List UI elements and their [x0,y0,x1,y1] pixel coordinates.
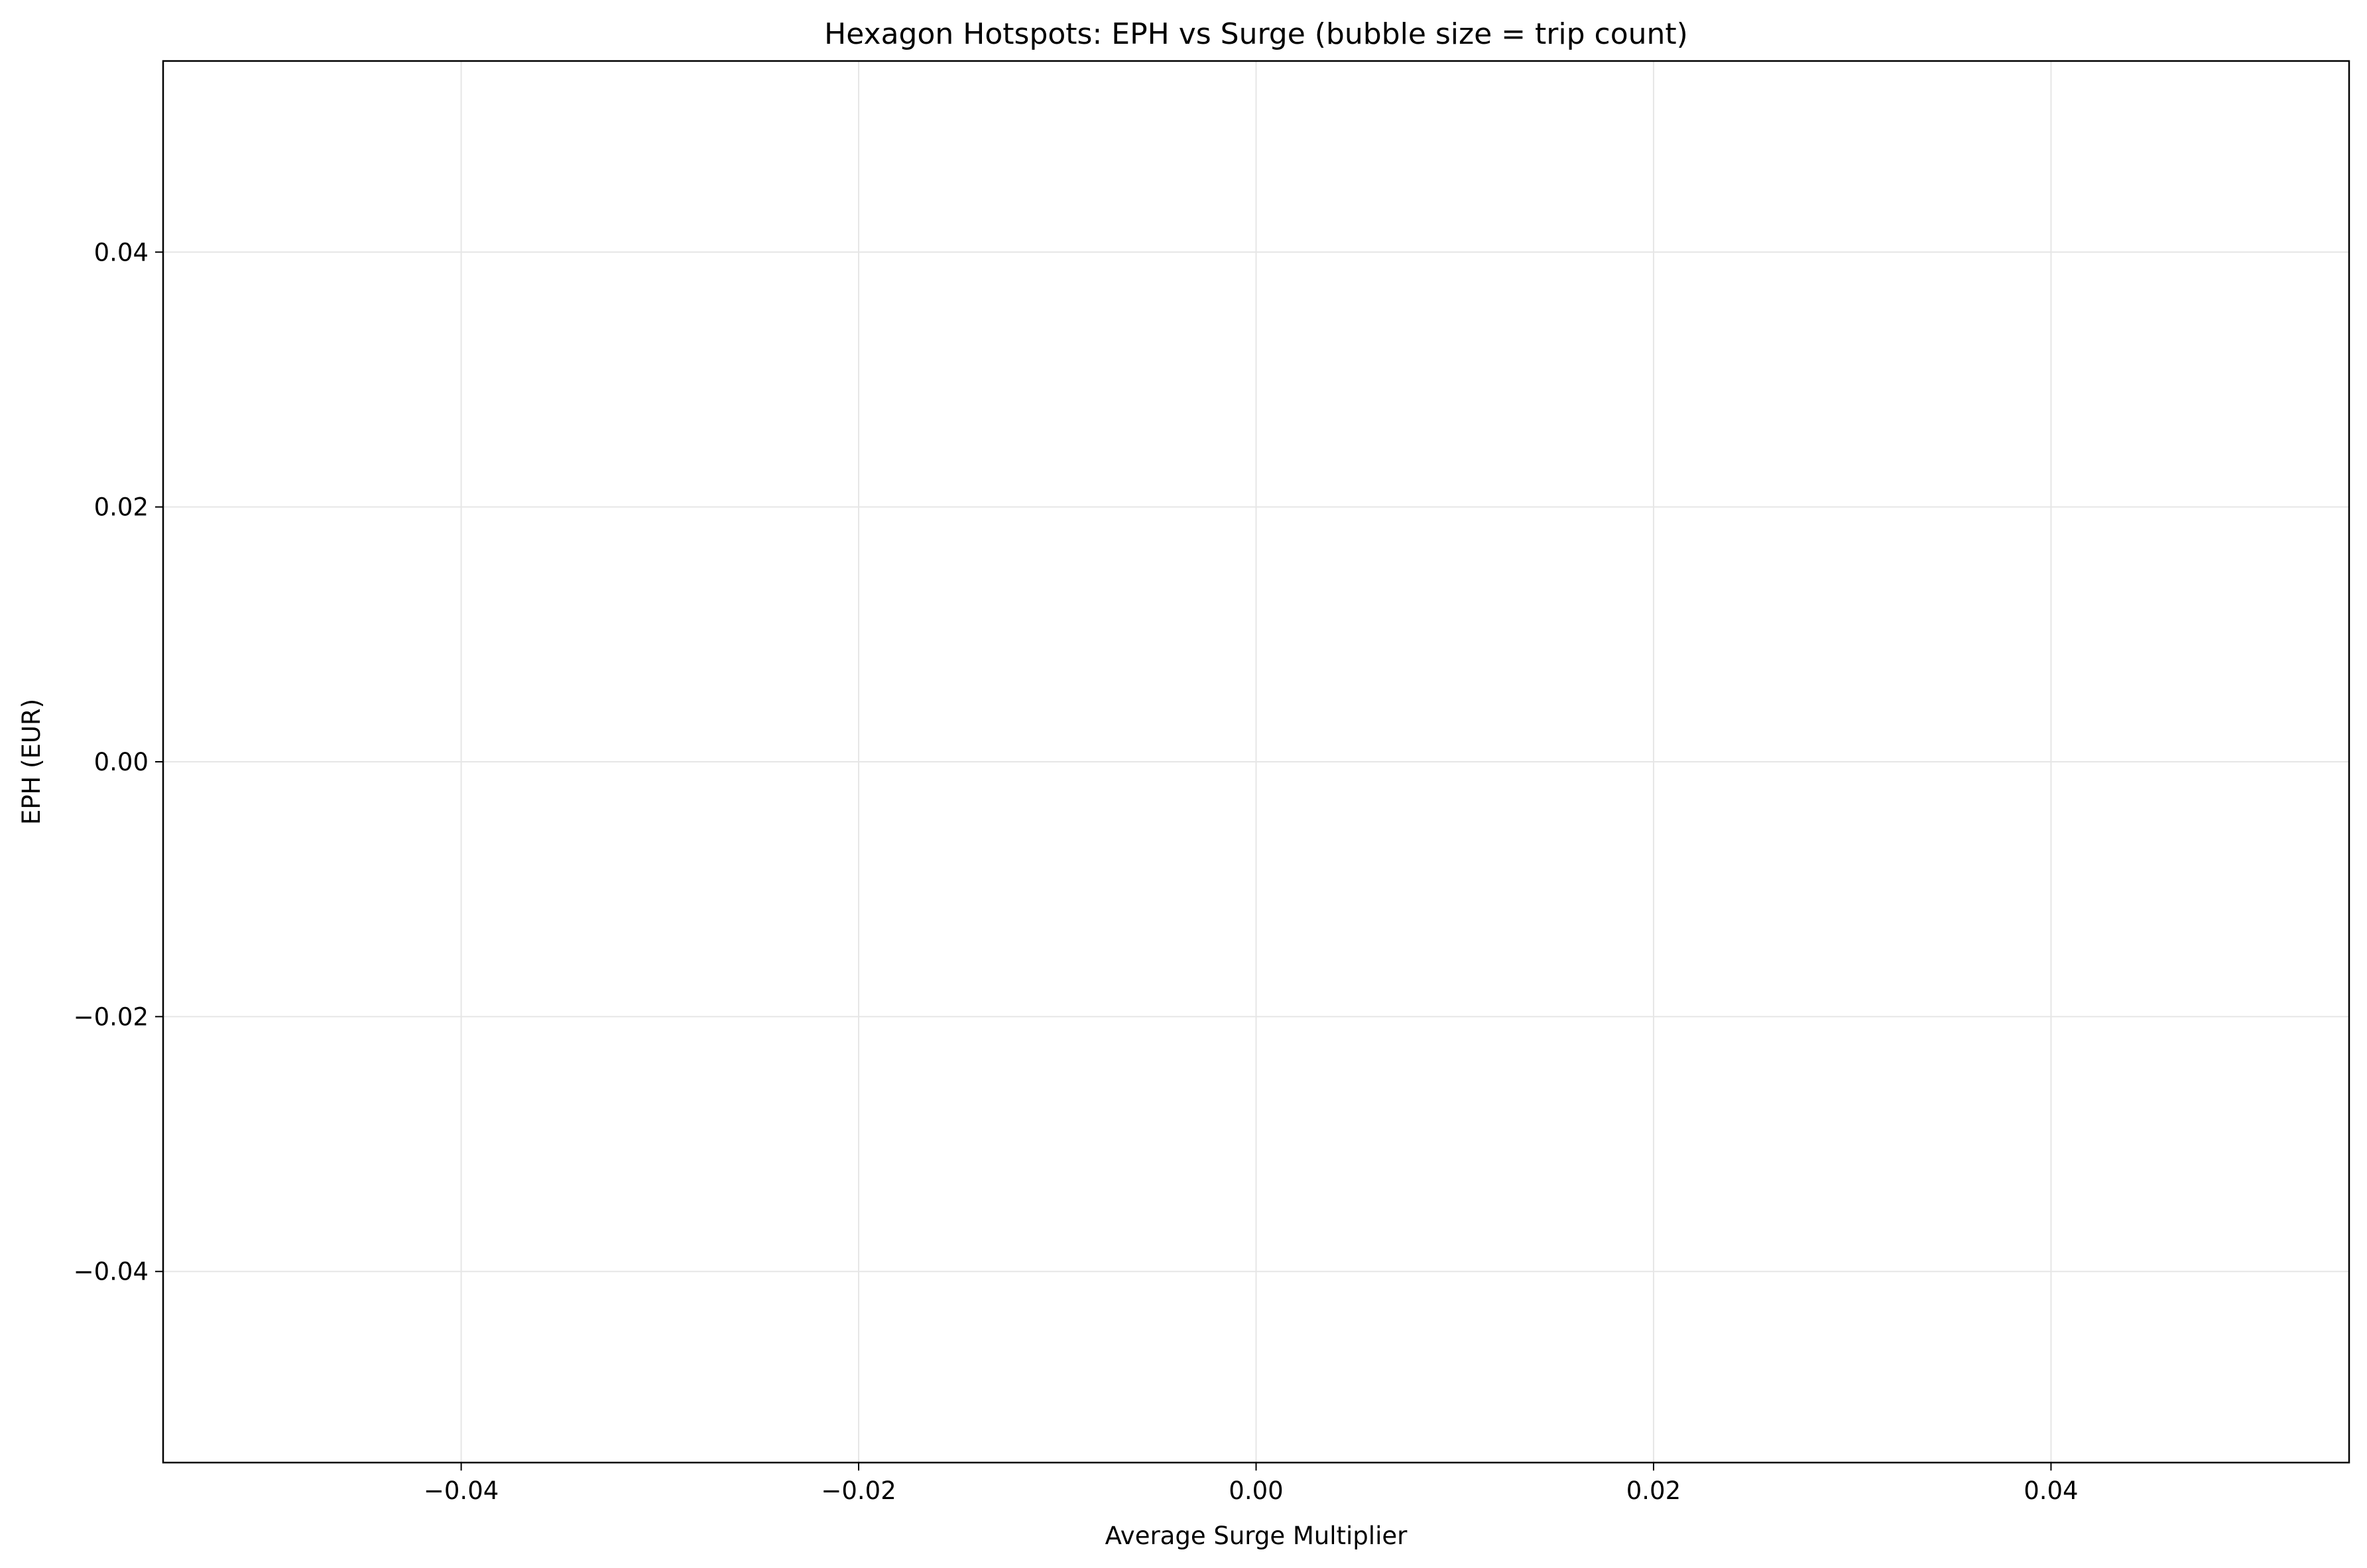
x-axis-label: Average Surge Multiplier [1105,1522,1408,1550]
x-tick-label: 0.00 [1229,1477,1283,1505]
y-tick-label: 0.02 [94,493,149,522]
y-tick-label: 0.00 [94,748,149,776]
y-axis: 0.04 0.02 0.00 −0.02 −0.04 [74,238,163,1286]
x-tick-label: −0.04 [424,1477,499,1505]
chart-title: Hexagon Hotspots: EPH vs Surge (bubble s… [824,17,1688,51]
x-axis: −0.04 −0.02 0.00 0.02 0.04 [424,1463,2079,1505]
y-tick-label: −0.04 [74,1258,149,1286]
x-tick-label: 0.02 [1626,1477,1681,1505]
y-tick-label: −0.02 [74,1002,149,1031]
x-tick-label: 0.04 [2024,1477,2078,1505]
x-tick-label: −0.02 [821,1477,896,1505]
y-axis-label: EPH (EUR) [17,699,46,825]
grid [163,61,2349,1463]
y-tick-label: 0.04 [94,238,149,267]
